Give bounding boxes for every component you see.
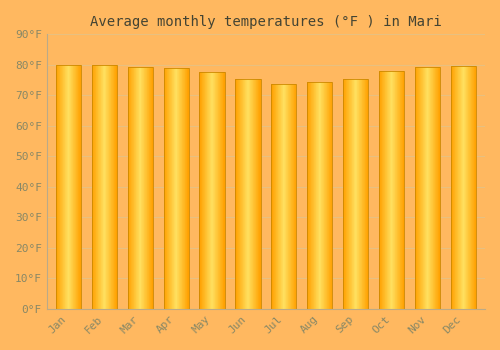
Bar (164, 68, 188, 309)
Title: Average monthly temperatures (°F ) in Mari: Average monthly temperatures (°F ) in Ma… (90, 15, 442, 29)
Bar (415, 67, 440, 309)
Bar (128, 67, 153, 309)
Bar (451, 66, 476, 309)
Bar (272, 84, 296, 309)
Bar (307, 82, 332, 309)
Bar (200, 72, 224, 309)
Bar (56, 64, 81, 309)
Bar (343, 79, 368, 309)
Bar (236, 79, 260, 309)
Bar (379, 71, 404, 309)
Bar (92, 64, 117, 309)
